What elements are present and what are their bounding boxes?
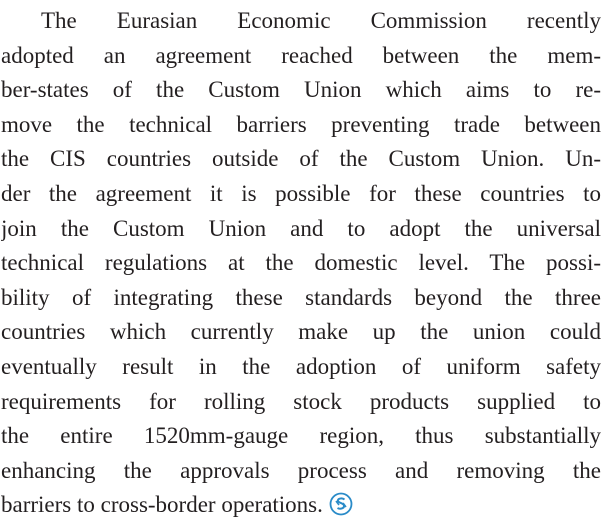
line-text: eventually result in the adoption of uni… (1, 353, 601, 379)
text-line: requirements for rolling stock products … (1, 385, 601, 420)
line-text: bility of integrating these standards be… (1, 284, 601, 310)
text-line: eventually result in the adoption of uni… (1, 350, 601, 385)
line-text: enhancing the approvals process and remo… (1, 457, 601, 483)
text-line: join the Custom Union and to adopt the u… (1, 212, 601, 247)
text-line: ber-states of the Custom Union which aim… (1, 73, 601, 108)
line-text: join the Custom Union and to adopt the u… (1, 215, 601, 241)
text-line: adopted an agreement reached between the… (1, 39, 601, 74)
line-text: barriers to cross-border operations. (1, 492, 323, 518)
line-text: der the agreement it is possible for the… (1, 180, 601, 206)
text-line: the CIS countries outside of the Custom … (1, 142, 601, 177)
line-text: adopted an agreement reached between the… (1, 42, 601, 68)
text-line: barriers to cross-border operations. (1, 488, 601, 523)
text-line: der the agreement it is possible for the… (1, 177, 601, 212)
text-line: the entire 1520mm-gauge region, thus sub… (1, 419, 601, 454)
line-text: requirements for rolling stock products … (1, 388, 601, 414)
line-text: move the technical barriers preventing t… (1, 111, 601, 137)
text-line: The Eurasian Economic Commission recentl… (1, 4, 601, 39)
text-line: move the technical barriers preventing t… (1, 108, 601, 143)
line-text: ber-states of the Custom Union which aim… (1, 77, 601, 103)
text-line: countries which currently make up the un… (1, 315, 601, 350)
text-line: enhancing the approvals process and remo… (1, 454, 601, 489)
text-line: technical regulations at the domestic le… (1, 246, 601, 281)
line-text: technical regulations at the domestic le… (1, 250, 601, 276)
line-text: the CIS countries outside of the Custom … (1, 146, 601, 172)
line-text: The Eurasian Economic Commission recentl… (41, 8, 601, 33)
line-text: countries which currently make up the un… (1, 319, 601, 345)
text-line: bility of integrating these standards be… (1, 281, 601, 316)
line-text: the entire 1520mm-gauge region, thus sub… (1, 423, 601, 449)
end-icon (329, 492, 353, 516)
